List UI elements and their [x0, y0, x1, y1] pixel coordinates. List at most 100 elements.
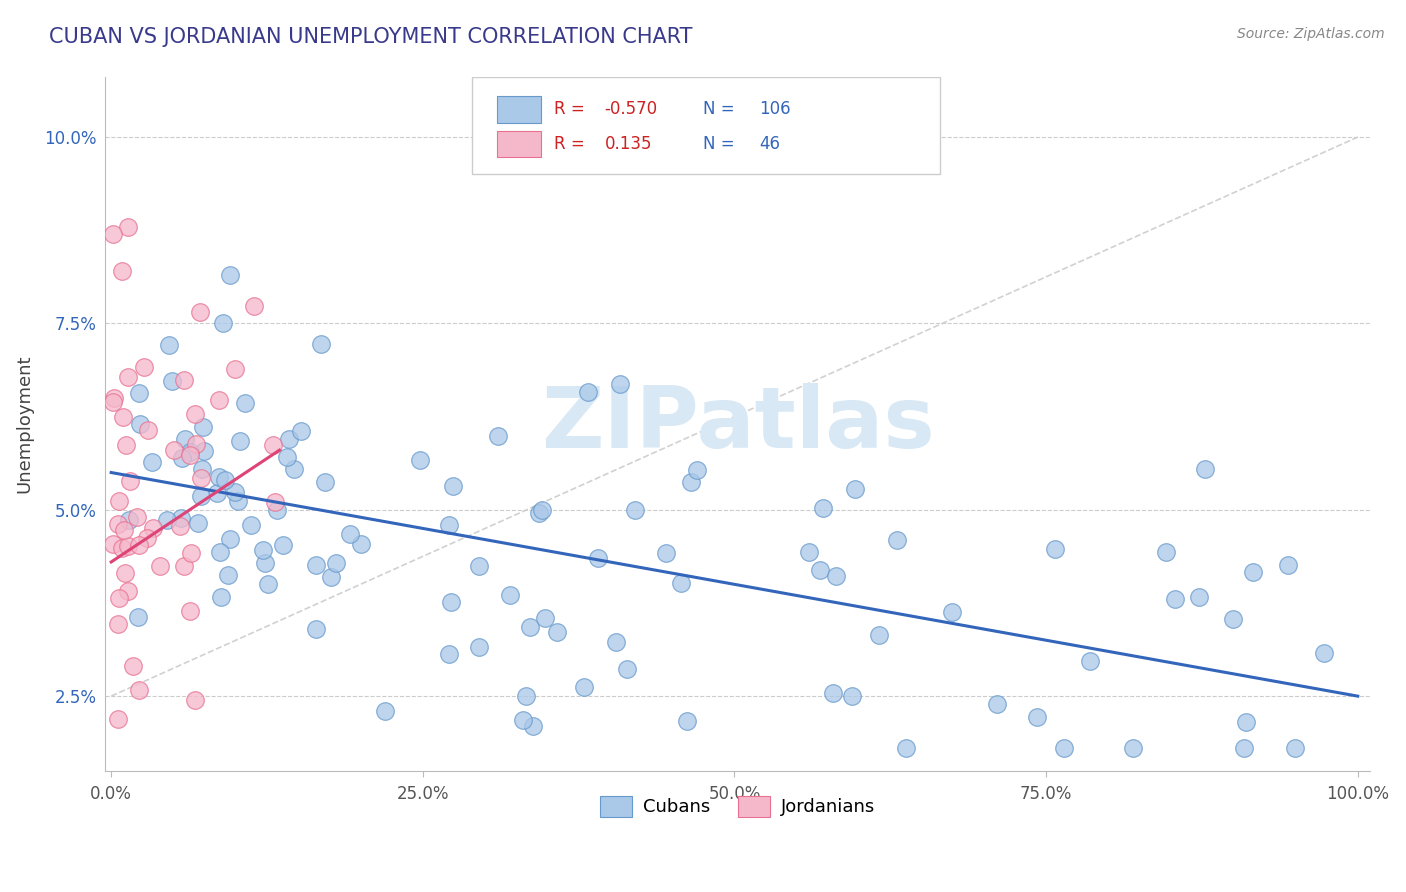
Point [172, 450, 194, 465]
Point [118, 513, 141, 527]
Text: 0.135: 0.135 [605, 135, 652, 153]
Text: N =: N = [703, 135, 735, 153]
Point [157, 337, 180, 351]
Point [191, 461, 214, 475]
Point [169, 511, 191, 525]
Point [616, 662, 638, 676]
Point [522, 719, 544, 733]
Point [229, 434, 252, 448]
Point [534, 611, 557, 625]
Point [107, 516, 129, 531]
Point [128, 683, 150, 698]
Text: ZIPatlas: ZIPatlas [541, 383, 935, 466]
Point [142, 521, 165, 535]
Point [252, 543, 274, 558]
Point [813, 500, 835, 515]
Point [576, 384, 599, 399]
Point [187, 516, 209, 531]
Point [624, 503, 647, 517]
Point [108, 591, 131, 605]
Point [468, 640, 491, 655]
Point [111, 409, 134, 424]
Point [127, 509, 149, 524]
Point [208, 469, 231, 483]
Point [896, 741, 918, 756]
Point [117, 370, 139, 384]
Point [821, 686, 844, 700]
Point [986, 697, 1008, 711]
Point [107, 616, 129, 631]
Point [173, 432, 195, 446]
Point [179, 444, 201, 458]
Point [127, 610, 149, 624]
Point [214, 473, 236, 487]
Point [1053, 741, 1076, 756]
Point [283, 462, 305, 476]
Point [886, 533, 908, 547]
Point [305, 622, 328, 636]
Point [224, 361, 246, 376]
Point [179, 604, 201, 618]
Text: R =: R = [554, 100, 585, 119]
Point [605, 635, 627, 649]
Point [586, 551, 609, 566]
Point [941, 605, 963, 619]
FancyBboxPatch shape [498, 131, 541, 157]
Point [1241, 566, 1264, 580]
Point [226, 493, 249, 508]
Point [319, 570, 342, 584]
Point [107, 712, 129, 726]
Point [339, 527, 361, 541]
Point [179, 449, 201, 463]
Point [655, 546, 678, 560]
Point [824, 569, 846, 583]
Y-axis label: Unemployment: Unemployment [15, 355, 32, 493]
Point [183, 407, 205, 421]
Point [686, 463, 709, 477]
Point [609, 376, 631, 391]
Point [103, 391, 125, 405]
Text: -0.570: -0.570 [605, 100, 658, 119]
Point [1284, 741, 1306, 756]
Point [132, 359, 155, 374]
Point [572, 680, 595, 694]
Point [439, 647, 461, 661]
Point [1234, 715, 1257, 730]
Point [808, 564, 831, 578]
Point [184, 437, 207, 451]
Point [117, 584, 139, 599]
Point [262, 438, 284, 452]
Point [103, 394, 125, 409]
Point [156, 513, 179, 527]
Point [374, 704, 396, 718]
Point [546, 624, 568, 639]
Point [512, 713, 534, 727]
Point [1312, 646, 1334, 660]
Point [183, 693, 205, 707]
Point [527, 506, 550, 520]
Point [122, 659, 145, 673]
Point [193, 444, 215, 458]
Point [112, 523, 135, 537]
Point [128, 386, 150, 401]
Point [138, 423, 160, 437]
Point [841, 689, 863, 703]
Text: N =: N = [703, 100, 735, 119]
Point [669, 576, 692, 591]
Text: CUBAN VS JORDANIAN UNEMPLOYMENT CORRELATION CHART: CUBAN VS JORDANIAN UNEMPLOYMENT CORRELAT… [49, 27, 693, 46]
Point [209, 590, 232, 604]
Point [114, 438, 136, 452]
Point [309, 336, 332, 351]
Point [1122, 741, 1144, 756]
Point [254, 556, 277, 570]
Point [1233, 741, 1256, 756]
Point [1277, 558, 1299, 573]
Point [233, 396, 256, 410]
Point [868, 628, 890, 642]
Point [107, 494, 129, 508]
Point [211, 316, 233, 330]
Point [1043, 541, 1066, 556]
FancyBboxPatch shape [472, 78, 941, 175]
FancyBboxPatch shape [498, 96, 541, 122]
Point [190, 489, 212, 503]
